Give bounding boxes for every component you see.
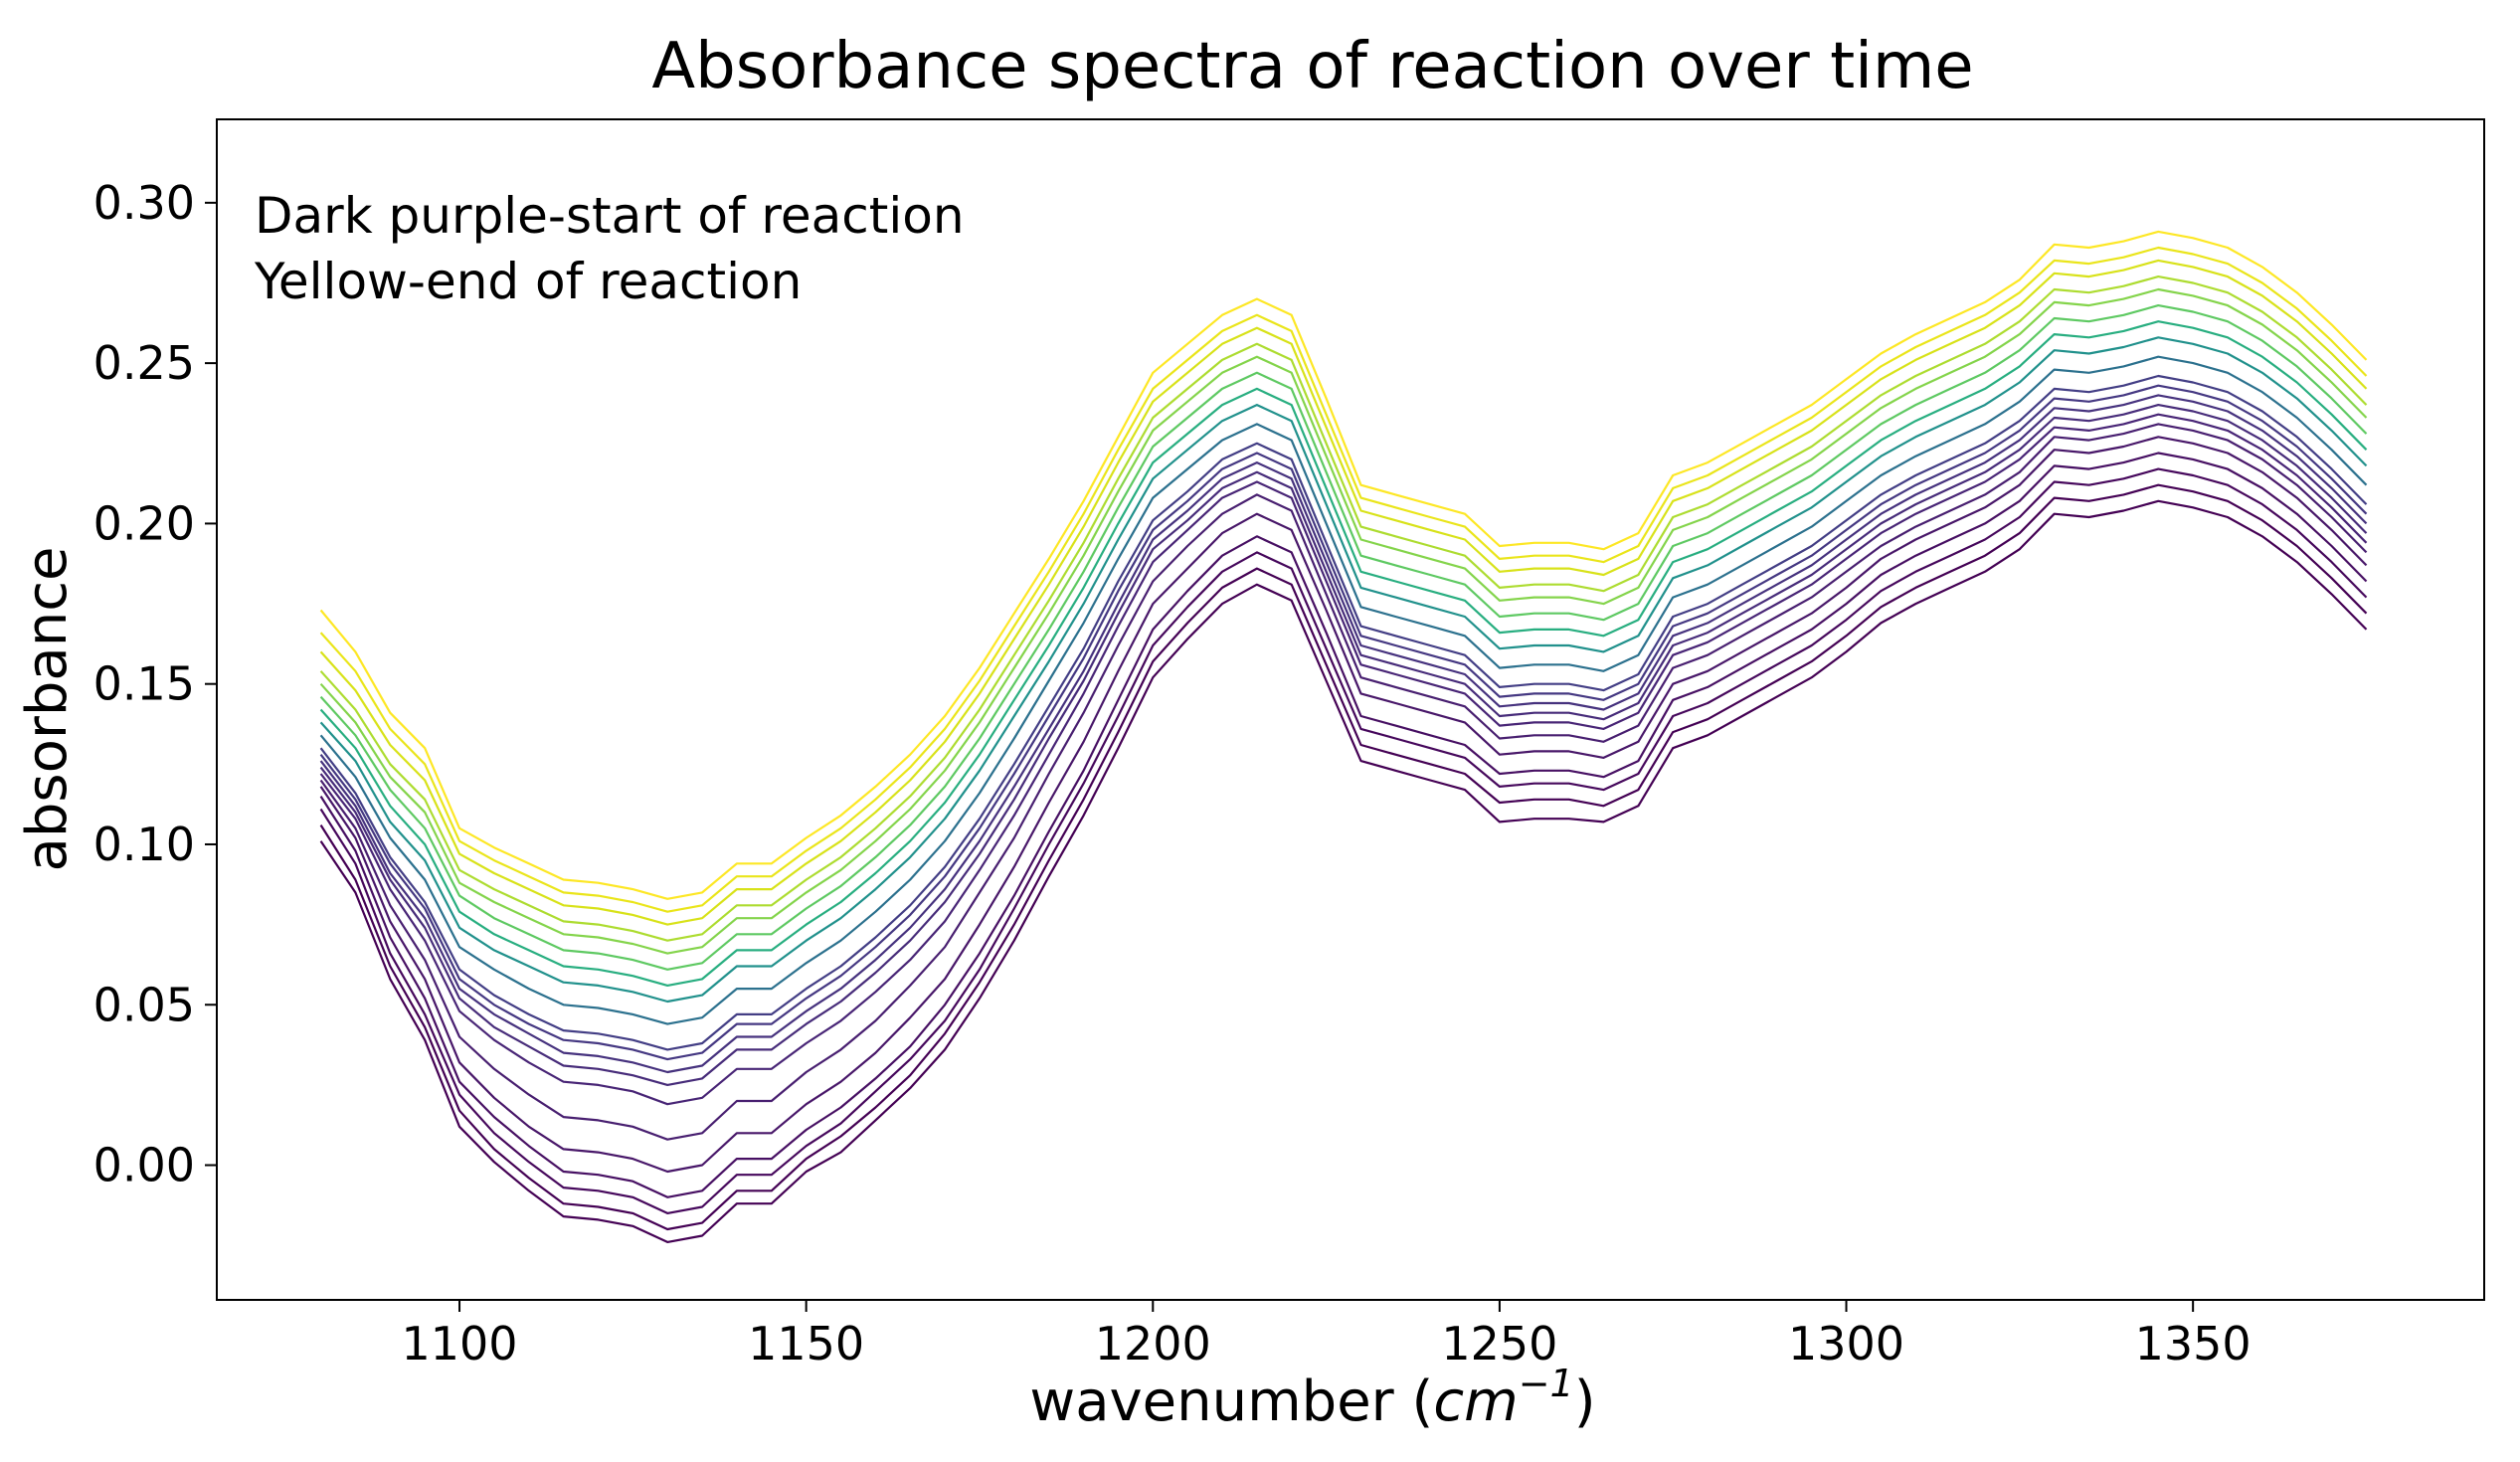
y-tick-label: 0.10 bbox=[93, 818, 195, 871]
y-tick-label: 0.25 bbox=[93, 336, 195, 390]
x-tick-label: 1200 bbox=[1095, 1317, 1211, 1371]
spectrum-line-17 bbox=[319, 275, 2368, 942]
spectrum-line-1 bbox=[319, 499, 2368, 1244]
spectrum-line-6 bbox=[319, 423, 2368, 1141]
spectrum-line-4 bbox=[319, 452, 2368, 1198]
spectrum-line-8 bbox=[319, 404, 2368, 1087]
spectrum-line-9 bbox=[319, 394, 2368, 1074]
x-axis-label-exponent: −1 bbox=[1519, 1362, 1574, 1405]
chart-title: Absorbance spectra of reaction over time bbox=[651, 30, 1973, 103]
annotation-end: Yellow-end of reaction bbox=[254, 253, 802, 310]
spectrum-line-19 bbox=[319, 246, 2368, 913]
x-tick-label: 1150 bbox=[748, 1317, 864, 1371]
x-axis-label-text: wavenumber ( bbox=[1029, 1370, 1433, 1434]
spectrum-line-14 bbox=[319, 320, 2368, 988]
y-tick-label: 0.15 bbox=[93, 657, 195, 711]
y-tick-label: 0.05 bbox=[93, 978, 195, 1031]
x-axis-label: wavenumber (cm−1) bbox=[1029, 1362, 1595, 1434]
x-axis: 1100 1150 1200 1250 1300 1350 bbox=[401, 1300, 2251, 1371]
spectrum-line-10 bbox=[319, 384, 2368, 1061]
spectrum-line-16 bbox=[319, 287, 2368, 955]
x-axis-label-close: ) bbox=[1574, 1370, 1596, 1434]
x-tick-label: 1350 bbox=[2135, 1317, 2251, 1371]
plot-frame bbox=[216, 118, 2485, 1301]
y-tick-label: 0.30 bbox=[93, 176, 195, 230]
spectrum-line-5 bbox=[319, 436, 2368, 1174]
spectrum-line-13 bbox=[319, 336, 2368, 1004]
spectrum-line-11 bbox=[319, 374, 2368, 1051]
y-axis: 0.00 0.05 0.10 0.15 0.20 0.25 0.30 bbox=[93, 176, 217, 1192]
x-tick-label: 1100 bbox=[401, 1317, 517, 1371]
spectrum-line-7 bbox=[319, 413, 2368, 1106]
y-axis-label: absorbance bbox=[15, 547, 80, 872]
series-layer bbox=[319, 230, 2368, 1244]
y-tick-label: 0.20 bbox=[93, 496, 195, 550]
x-tick-label: 1300 bbox=[1788, 1317, 1904, 1371]
x-tick-label: 1250 bbox=[1441, 1317, 1557, 1371]
spectrum-line-20 bbox=[319, 230, 2368, 900]
spectrum-line-18 bbox=[319, 259, 2368, 926]
y-tick-label: 0.00 bbox=[93, 1139, 195, 1192]
annotation-start: Dark purple-start of reaction bbox=[255, 187, 965, 245]
spectrum-line-3 bbox=[319, 467, 2368, 1215]
spectrum-line-12 bbox=[319, 355, 2368, 1025]
spectrum-line-2 bbox=[319, 483, 2368, 1231]
x-axis-label-unit: cm bbox=[1433, 1370, 1518, 1434]
spectrum-line-15 bbox=[319, 304, 2368, 971]
